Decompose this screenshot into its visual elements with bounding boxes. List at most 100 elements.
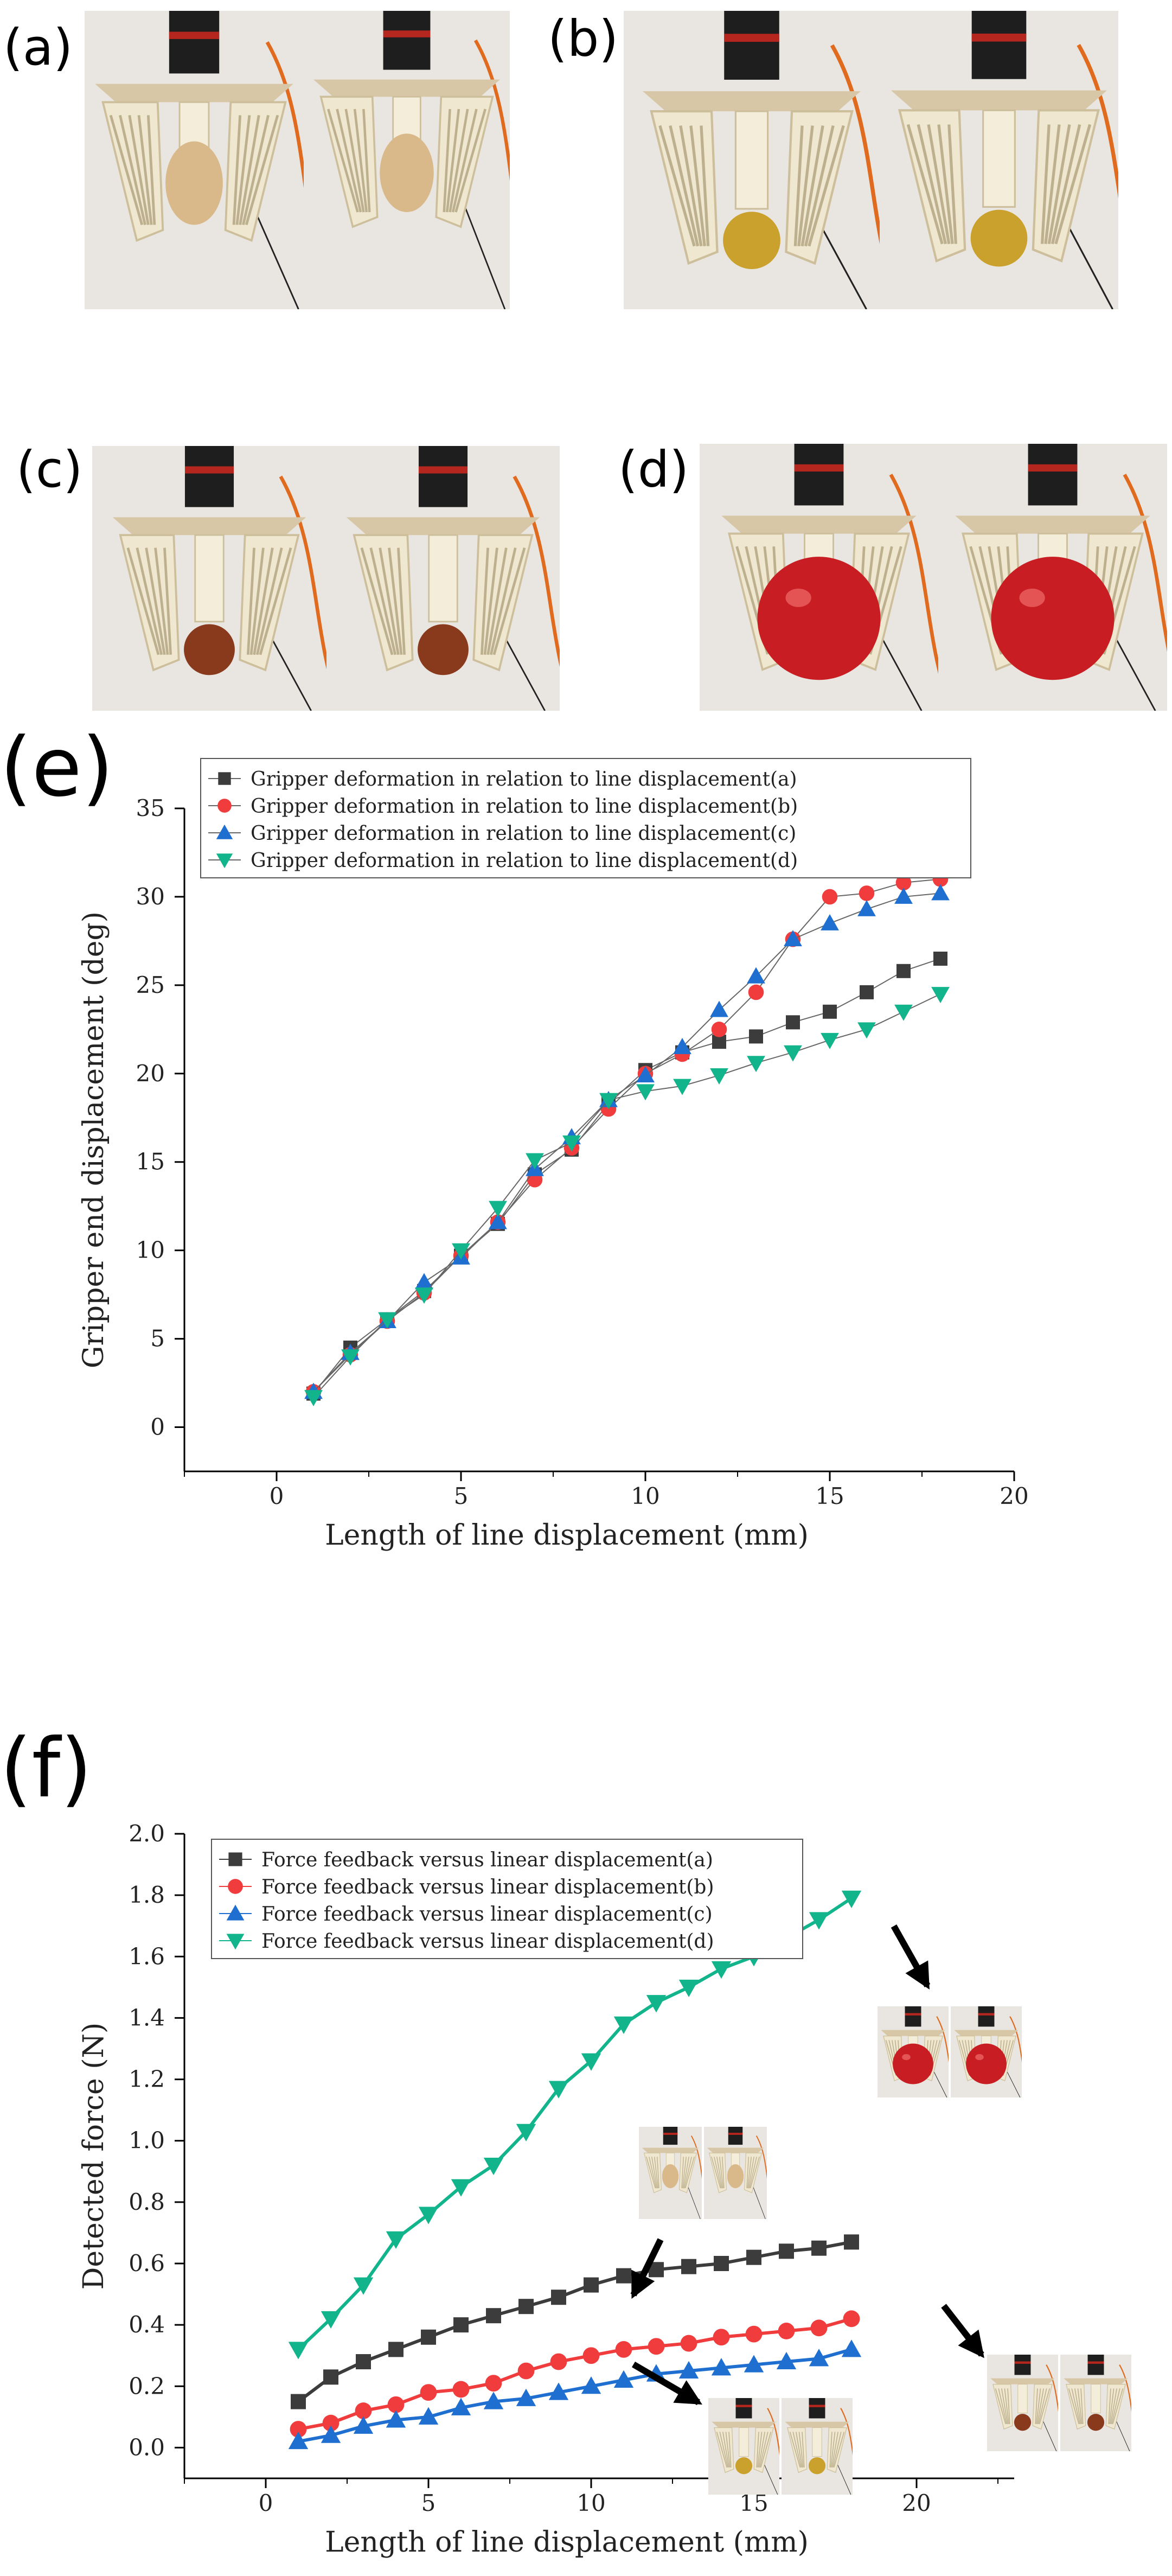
data-point: [809, 2349, 829, 2367]
servo-label: [169, 31, 220, 39]
finger-rib: [684, 2157, 695, 2189]
finger-rib: [759, 2432, 768, 2468]
finger-rib: [126, 547, 160, 655]
top-plate: [95, 84, 293, 103]
servo-motor: [169, 11, 220, 74]
y-tick-label: 1.6: [129, 1943, 165, 1969]
data-point: [821, 1032, 839, 1049]
photo-c-1: [92, 446, 326, 711]
panel-label-e: (e): [0, 720, 114, 815]
photo-c-2: [326, 446, 560, 711]
servo-label: [735, 2405, 752, 2407]
wire: [279, 475, 326, 669]
data-point: [933, 951, 947, 966]
finger-rib: [344, 109, 365, 213]
finger-rib: [798, 2432, 804, 2467]
finger-rib: [1111, 2388, 1120, 2425]
wire: [1009, 2016, 1022, 2063]
legend-marker: [226, 1934, 245, 1950]
servo-label: [663, 2133, 678, 2135]
x-tick-label: 5: [421, 2490, 436, 2516]
top-plate: [955, 515, 1150, 534]
wire: [840, 2408, 853, 2456]
top-plate: [112, 517, 306, 535]
photo-illustration: [880, 11, 1118, 309]
data-point: [415, 1287, 433, 1304]
wire: [1046, 2364, 1058, 2412]
inset-photo: [987, 2355, 1131, 2451]
data-point: [843, 2310, 860, 2328]
data-point: [857, 900, 876, 916]
finger-rib: [947, 124, 957, 244]
servo-motor: [1014, 2355, 1031, 2375]
legend-marker: [217, 799, 232, 813]
finger-rib: [1041, 124, 1051, 244]
data-point: [550, 2353, 567, 2370]
legend-marker: [216, 853, 233, 869]
panel-label-b: (b): [548, 10, 619, 68]
data-point: [822, 889, 838, 905]
finger-rib: [369, 547, 397, 655]
finger-rib: [646, 2157, 656, 2189]
finger-rib: [360, 547, 394, 655]
finger-rib: [1047, 124, 1071, 244]
arrow-head: [673, 2380, 702, 2405]
finger-rib: [749, 2157, 757, 2189]
x-tick-label: 10: [631, 1483, 659, 1509]
ball: [723, 212, 780, 269]
finger-rib: [758, 2432, 765, 2468]
finger-rib: [748, 2157, 754, 2189]
finger-rib: [242, 114, 270, 225]
center-post: [1091, 2384, 1101, 2414]
data-point: [386, 2231, 406, 2249]
finger-rib: [684, 2157, 692, 2189]
finger-rib: [451, 109, 478, 213]
data-point: [673, 1038, 691, 1054]
finger-rib: [658, 125, 696, 247]
finger-rib: [725, 2432, 731, 2467]
wire: [936, 2016, 949, 2063]
photo-illustration: [326, 446, 560, 711]
data-point: [844, 2234, 859, 2250]
y-tick-label: 15: [136, 1149, 165, 1175]
top-plate: [891, 90, 1107, 111]
inset-photo: [878, 2006, 1022, 2097]
tomato: [966, 2043, 1007, 2084]
finger-rib: [760, 2432, 772, 2468]
finger-rib: [750, 2157, 760, 2189]
data-point: [581, 2376, 601, 2394]
finger-rib: [651, 2157, 658, 2189]
data-point: [599, 1093, 618, 1110]
finger-rib: [832, 2432, 842, 2468]
finger-rib: [480, 547, 489, 655]
ball: [808, 2457, 826, 2475]
data-point: [562, 1135, 581, 1152]
finger-rib: [657, 2157, 659, 2189]
finger-rib: [1108, 2388, 1111, 2424]
center-post: [812, 2427, 822, 2457]
top-plate: [707, 2147, 764, 2153]
photo-b-2: [880, 11, 1118, 309]
legend-box: [200, 758, 971, 878]
center-post: [194, 534, 225, 623]
finger-rib: [154, 547, 169, 655]
data-point: [485, 2375, 502, 2392]
inset-photo-frame: [708, 2398, 779, 2495]
data-point: [779, 2243, 794, 2259]
finger-rib: [245, 114, 279, 226]
data-point: [378, 1312, 396, 1329]
data-point: [418, 2407, 439, 2425]
wire: [1123, 474, 1167, 652]
tomato: [757, 557, 881, 680]
finger-rib: [1112, 2388, 1124, 2425]
data-point: [673, 1079, 691, 1095]
x-axis-label: Length of line displacement (mm): [325, 1519, 809, 1552]
top-plate: [346, 517, 540, 535]
x-tick-label: 5: [454, 1483, 469, 1509]
center-post: [428, 534, 458, 623]
y-tick-label: 30: [136, 883, 165, 910]
data-point: [615, 2341, 632, 2358]
data-point: [823, 1004, 837, 1019]
finger-rib: [492, 547, 526, 655]
photo-illustration: [938, 444, 1167, 711]
